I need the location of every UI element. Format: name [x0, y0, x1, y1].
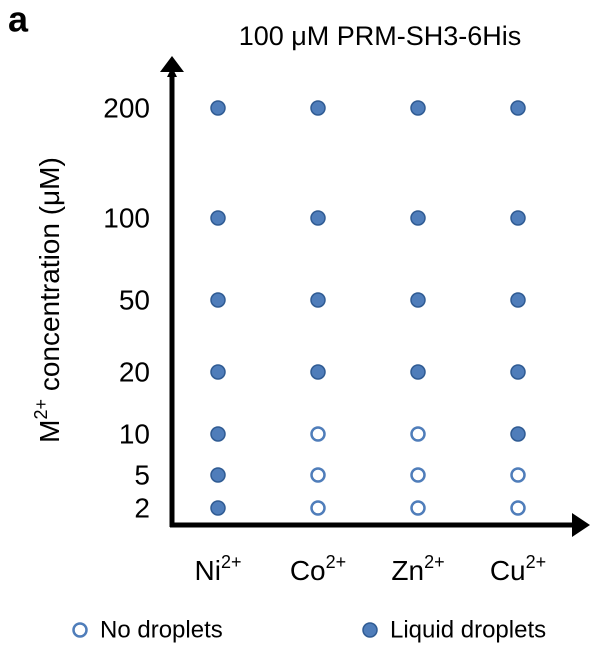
- filled-point: [310, 210, 326, 226]
- open-point: [310, 467, 326, 483]
- legend-marker: [362, 622, 378, 638]
- open-point: [310, 426, 326, 442]
- x-label-sup: 2+: [221, 552, 242, 572]
- x-tick-label: Cu2+: [490, 552, 546, 587]
- y-axis-label: M2+ concentration (μM): [31, 157, 66, 443]
- open-point: [510, 500, 526, 516]
- open-point: [410, 467, 426, 483]
- legend-label: No droplets: [100, 616, 223, 643]
- y-tick-label: 50: [119, 284, 150, 315]
- filled-point: [210, 100, 226, 116]
- x-label-base: Ni: [195, 555, 221, 586]
- x-arrow: [572, 513, 590, 537]
- x-tick-label: Co2+: [290, 552, 346, 587]
- x-label-sup: 2+: [526, 552, 547, 572]
- filled-point: [510, 426, 526, 442]
- y-tick-label: 20: [119, 356, 150, 387]
- y-tick-label: 2: [134, 492, 150, 523]
- y-label-rest: concentration (μM): [34, 157, 65, 399]
- x-tick-label: Ni2+: [195, 552, 242, 587]
- filled-point: [410, 100, 426, 116]
- filled-point: [210, 426, 226, 442]
- filled-point: [410, 210, 426, 226]
- panel-label: a: [8, 0, 29, 40]
- y-label-sup: 2+: [31, 399, 51, 420]
- x-label-base: Zn: [391, 555, 424, 586]
- filled-point: [210, 500, 226, 516]
- filled-point: [310, 364, 326, 380]
- x-tick-label: Zn2+: [391, 552, 444, 587]
- y-tick-label: 100: [103, 202, 150, 233]
- filled-point: [210, 292, 226, 308]
- filled-point: [510, 292, 526, 308]
- filled-point: [510, 210, 526, 226]
- x-label-sup: 2+: [424, 552, 445, 572]
- open-point: [410, 426, 426, 442]
- filled-point: [310, 292, 326, 308]
- filled-point: [310, 100, 326, 116]
- y-label-base: M: [34, 419, 65, 442]
- filled-point: [510, 100, 526, 116]
- y-arrow: [160, 56, 184, 72]
- y-tick-label: 5: [134, 459, 150, 490]
- chart-title: 100 μM PRM-SH3-6His: [239, 21, 522, 51]
- x-label-base: Cu: [490, 555, 526, 586]
- y-tick-label: 10: [119, 418, 150, 449]
- open-point: [410, 500, 426, 516]
- legend-marker: [72, 622, 88, 638]
- legend-label: Liquid droplets: [390, 616, 546, 643]
- x-label-sup: 2+: [326, 552, 347, 572]
- filled-point: [510, 364, 526, 380]
- y-tick-label: 200: [103, 92, 150, 123]
- open-point: [510, 467, 526, 483]
- filled-point: [210, 210, 226, 226]
- x-label-base: Co: [290, 555, 326, 586]
- filled-point: [210, 364, 226, 380]
- filled-point: [410, 292, 426, 308]
- filled-point: [210, 467, 226, 483]
- open-point: [310, 500, 326, 516]
- filled-point: [410, 364, 426, 380]
